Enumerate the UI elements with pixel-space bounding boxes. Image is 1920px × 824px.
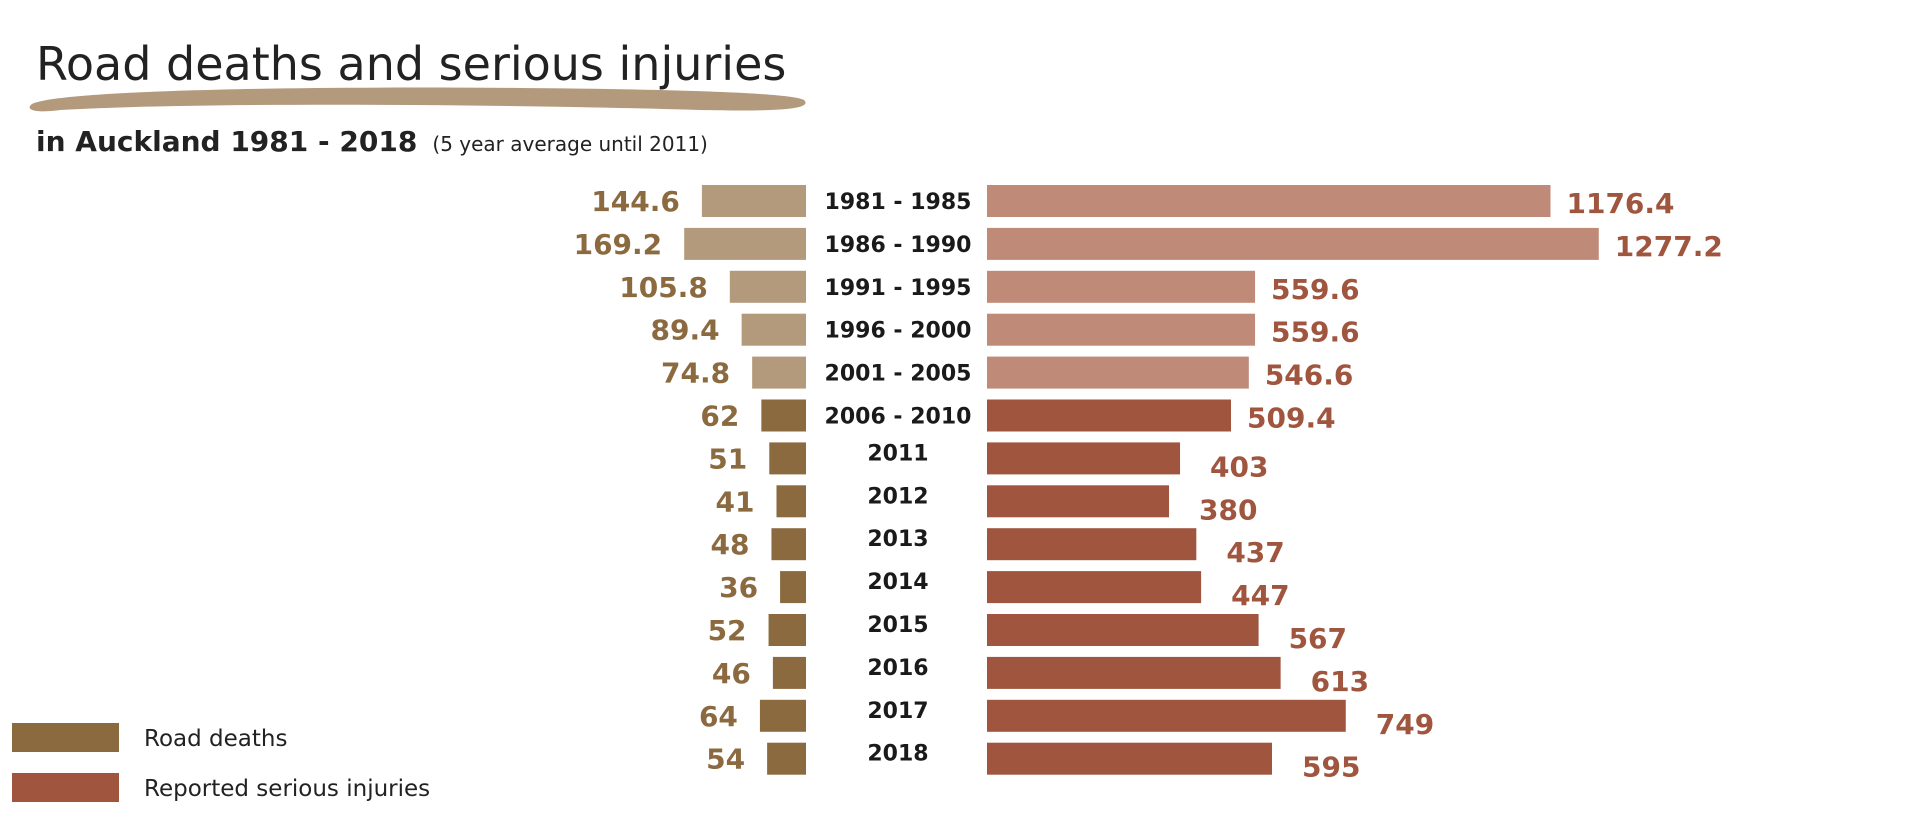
bar-row: 144.6 1981 - 1985 1176.4 (591, 185, 1675, 220)
serious-injuries-value-label: 1176.4 (1566, 187, 1674, 220)
road-deaths-bar (701, 185, 806, 217)
bar-row: 41 2012 380 (716, 484, 1258, 526)
chart-title: Road deaths and serious injuries (36, 37, 786, 91)
road-deaths-value-label: 144.6 (591, 185, 680, 218)
serious-injuries-value-label: 380 (1199, 493, 1257, 526)
serious-injuries-bar (987, 528, 1197, 561)
road-deaths-value-label: 64 (699, 700, 738, 733)
serious-injuries-bar (987, 356, 1249, 389)
category-label: 1996 - 2000 (825, 319, 972, 344)
bar-row: 46 2016 613 (712, 656, 1369, 698)
serious-injuries-bar (987, 614, 1259, 646)
serious-injuries-value-label: 447 (1231, 579, 1289, 612)
road-deaths-value-label: 41 (716, 485, 755, 518)
road-deaths-bar (741, 313, 806, 346)
serious-injuries-value-label: 567 (1289, 622, 1347, 655)
road-deaths-value-label: 105.8 (619, 271, 708, 304)
serious-injuries-bar (987, 742, 1273, 775)
road-deaths-bar (729, 270, 806, 303)
bar-row: 74.8 2001 - 2005 546.6 (661, 356, 1354, 392)
serious-injuries-value-label: 546.6 (1265, 359, 1354, 392)
bar-row: 64 2017 749 (699, 699, 1434, 741)
serious-injuries-bar (987, 442, 1181, 475)
road-deaths-value-label: 62 (700, 400, 739, 433)
road-deaths-bar (684, 227, 806, 260)
category-label: 2001 - 2005 (825, 362, 972, 387)
category-label: 2006 - 2010 (825, 405, 972, 430)
road-deaths-bar (752, 356, 806, 389)
road-deaths-bar (776, 485, 806, 518)
serious-injuries-value-label: 559.6 (1271, 273, 1360, 306)
bar-rows: 144.6 1981 - 1985 1176.4 169.2 1986 - 1990 12… (574, 185, 1723, 784)
serious-injuries-bar (987, 399, 1232, 432)
chart-subtitle: in Auckland 1981 - 2018 (5 year average … (36, 125, 708, 158)
road-deaths-value-label: 46 (712, 657, 751, 690)
legend-swatch-serious-injuries (12, 773, 119, 802)
bar-row: 169.2 1986 - 1990 1277.2 (574, 227, 1723, 263)
serious-injuries-value-label: 613 (1311, 665, 1369, 698)
category-label: 2018 (867, 742, 928, 767)
bar-row: 52 2015 567 (708, 613, 1347, 655)
bar-row: 105.8 1991 - 1995 559.6 (619, 270, 1360, 306)
legend-swatch-road-deaths (12, 723, 119, 752)
road-deaths-value-label: 51 (708, 442, 747, 475)
road-deaths-value-label: 74.8 (661, 357, 730, 390)
category-label: 1986 - 1990 (825, 233, 972, 258)
bar-row: 54 2018 595 (706, 742, 1360, 784)
category-label: 2016 (867, 656, 928, 681)
bar-row: 62 2006 - 2010 509.4 (700, 399, 1336, 435)
serious-injuries-value-label: 595 (1302, 751, 1360, 784)
road-deaths-value-label: 52 (708, 614, 747, 647)
category-label: 2013 (867, 527, 928, 552)
bar-row: 48 2013 437 (710, 527, 1284, 569)
road-deaths-bar (767, 742, 806, 775)
serious-injuries-bar (987, 270, 1256, 303)
road-deaths-bar (769, 442, 806, 475)
serious-injuries-value-label: 749 (1376, 708, 1434, 741)
serious-injuries-value-label: 1277.2 (1615, 230, 1723, 263)
category-label: 2015 (867, 613, 928, 638)
bar-row: 36 2014 447 (719, 570, 1289, 612)
road-deaths-value-label: 89.4 (651, 314, 720, 347)
serious-injuries-bar (987, 227, 1599, 260)
road-deaths-value-label: 169.2 (574, 228, 663, 261)
legend-label-serious-injuries: Reported serious injuries (144, 776, 430, 802)
road-deaths-bar (759, 699, 806, 732)
category-label: 2014 (867, 570, 928, 595)
serious-injuries-bar (987, 185, 1551, 217)
road-deaths-value-label: 36 (719, 571, 758, 604)
road-deaths-bar (772, 656, 806, 689)
bar-row: 89.4 1996 - 2000 559.6 (651, 313, 1360, 349)
serious-injuries-bar (987, 313, 1256, 346)
serious-injuries-bar (987, 656, 1281, 689)
subtitle-note: (5 year average until 2011) (432, 132, 707, 156)
serious-injuries-value-label: 437 (1226, 536, 1284, 569)
serious-injuries-bar (987, 485, 1170, 518)
serious-injuries-value-label: 403 (1210, 450, 1268, 483)
legend-label-road-deaths: Road deaths (144, 726, 287, 752)
category-label: 1981 - 1985 (825, 190, 972, 215)
category-label: 2011 (867, 441, 928, 466)
road-deaths-bar (761, 399, 806, 432)
road-deaths-bar (771, 528, 806, 561)
serious-injuries-value-label: 559.6 (1271, 316, 1360, 349)
subtitle-main: in Auckland 1981 - 2018 (36, 125, 417, 158)
legend: Road deaths Reported serious injuries (12, 723, 430, 802)
category-label: 2012 (867, 484, 928, 509)
road-deaths-value-label: 54 (706, 743, 745, 776)
serious-injuries-value-label: 509.4 (1247, 402, 1336, 435)
title-underline (29, 87, 806, 112)
road-deaths-value-label: 48 (710, 528, 749, 561)
road-deaths-bar (768, 614, 806, 646)
category-label: 1991 - 1995 (825, 276, 972, 301)
road-deaths-bar (780, 571, 806, 604)
bar-row: 51 2011 403 (708, 441, 1268, 483)
category-label: 2017 (867, 699, 928, 724)
serious-injuries-bar (987, 571, 1202, 604)
serious-injuries-bar (987, 699, 1346, 732)
